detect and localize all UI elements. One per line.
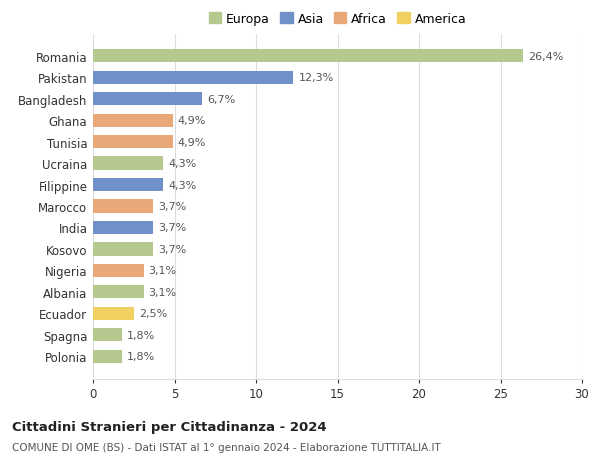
Bar [93,114,173,128]
Text: 12,3%: 12,3% [298,73,334,83]
Bar [93,136,173,149]
Text: 3,7%: 3,7% [158,244,187,254]
Bar [93,50,523,63]
Text: 4,9%: 4,9% [178,137,206,147]
Bar [93,264,143,277]
Bar [93,200,154,213]
Text: 4,9%: 4,9% [178,116,206,126]
Bar [93,243,154,256]
Bar [93,93,202,106]
Text: 26,4%: 26,4% [528,52,563,62]
Text: 6,7%: 6,7% [207,95,235,105]
Text: 4,3%: 4,3% [168,159,196,169]
Bar [93,307,134,320]
Legend: Europa, Asia, Africa, America: Europa, Asia, Africa, America [209,13,466,26]
Text: 3,7%: 3,7% [158,202,187,212]
Text: 4,3%: 4,3% [168,180,196,190]
Bar [93,285,143,299]
Bar [93,350,122,363]
Bar [93,328,122,341]
Text: 1,8%: 1,8% [127,330,155,340]
Bar [93,221,154,235]
Text: 1,8%: 1,8% [127,352,155,361]
Bar [93,72,293,85]
Bar [93,179,163,192]
Text: 2,5%: 2,5% [139,308,167,319]
Text: 3,7%: 3,7% [158,223,187,233]
Text: COMUNE DI OME (BS) - Dati ISTAT al 1° gennaio 2024 - Elaborazione TUTTITALIA.IT: COMUNE DI OME (BS) - Dati ISTAT al 1° ge… [12,442,441,452]
Text: 3,1%: 3,1% [148,266,176,276]
Text: Cittadini Stranieri per Cittadinanza - 2024: Cittadini Stranieri per Cittadinanza - 2… [12,420,326,433]
Bar [93,157,163,170]
Text: 3,1%: 3,1% [148,287,176,297]
